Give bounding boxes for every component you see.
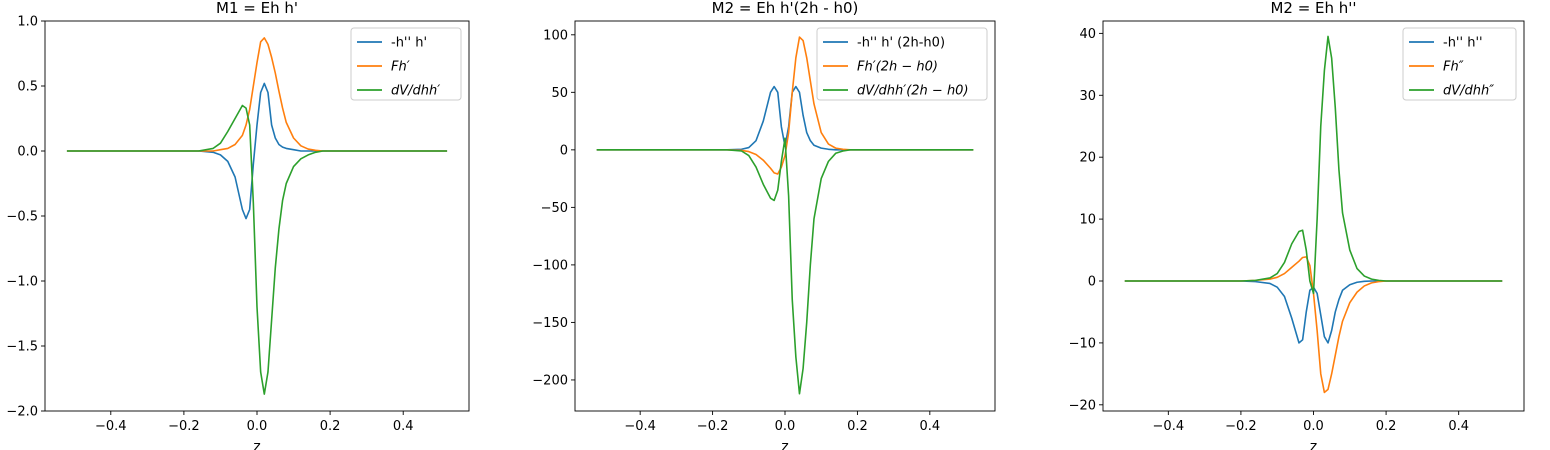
series-line-1 [1124, 280, 1503, 344]
subplot-2: −0.4 −0.2 0.0 0.2 0.4 100 50 0 −50 −100 −150 −200 M2… [532, 0, 996, 450]
x-tick-label: −0.4 [95, 419, 127, 434]
x-tick-label: −0.4 [1153, 419, 1185, 434]
x-tick-label: 0.0 [775, 419, 796, 434]
y-tick-label: −150 [532, 316, 568, 331]
chart-title: M1 = Eh h' [216, 0, 298, 17]
y-tick-label: 1.0 [17, 15, 38, 30]
legend-label: -h'' h' [391, 36, 427, 51]
legend-label: -h'' h'' [1443, 36, 1483, 51]
legend-label: Fh′ [391, 60, 410, 75]
y-tick-label: 30 [1079, 89, 1096, 104]
y-tick-label: 0.5 [17, 80, 38, 95]
legend-box [816, 27, 988, 101]
x-tick-label: 0.4 [1448, 419, 1469, 434]
legend: -h'' h' (2h-h0) Fh′(2h − h0) dV/dhh′(2h − … [816, 27, 988, 101]
legend-box [350, 27, 462, 101]
x-tick-label: −0.2 [1225, 419, 1257, 434]
y-tick-label: 50 [551, 86, 568, 101]
y-tick-label: −1.0 [6, 275, 38, 290]
legend-label: dV/dhh′ [391, 84, 440, 99]
series-line-3 [66, 104, 448, 395]
series-line-3 [1124, 35, 1503, 295]
y-tick-label: −0.5 [6, 210, 38, 225]
x-tick-label: 0.0 [1303, 419, 1324, 434]
legend: -h'' h' Fh′ dV/dhh′ [350, 27, 462, 101]
x-tick-label: 0.0 [247, 419, 268, 434]
x-tick-label: −0.2 [168, 419, 200, 434]
legend: -h'' h'' Fh″ dV/dhh″ [1402, 27, 1517, 101]
y-tick-label: 0 [560, 143, 568, 158]
x-tick-label: −0.4 [624, 419, 656, 434]
chart-title: M2 = Eh h'(2h - h0) [712, 0, 859, 17]
x-tick-label: 0.2 [847, 419, 868, 434]
subplot-1: −0.4 −0.2 0.0 0.2 0.4 1.0 0.5 0.0 −0.5 −1.0 −1.5 −2… [6, 0, 470, 450]
y-tick-label: −50 [541, 201, 568, 216]
series-line-3 [596, 137, 974, 395]
y-tick-label: 40 [1079, 27, 1096, 42]
y-tick-label: −200 [532, 373, 568, 388]
subplots: −0.4 −0.2 0.0 0.2 0.4 1.0 0.5 0.0 −0.5 −1.0 −1.5 −2… [6, 0, 1525, 450]
legend-label: dV/dhh′(2h − h0) [857, 84, 969, 99]
y-tick-label: 0 [1088, 275, 1096, 290]
y-tick-label: −1.5 [6, 340, 38, 355]
x-axis-label: z [781, 439, 788, 450]
x-axis-label: z [1310, 439, 1317, 450]
legend-label: Fh′(2h − h0) [857, 60, 938, 75]
legend-box [1402, 27, 1517, 101]
y-tick-label: −20 [1069, 398, 1096, 413]
y-tick-label: 100 [543, 28, 568, 43]
x-tick-label: 0.2 [1376, 419, 1397, 434]
legend-label: -h'' h' (2h-h0) [857, 36, 945, 51]
y-tick-label: 20 [1079, 151, 1096, 166]
x-tick-label: 0.4 [393, 419, 414, 434]
legend-label: dV/dhh″ [1443, 84, 1494, 99]
legend-label: Fh″ [1443, 60, 1464, 75]
x-tick-label: −0.2 [697, 419, 729, 434]
y-tick-label: −2.0 [6, 405, 38, 420]
x-axis-label: z [253, 439, 260, 450]
y-tick-label: −100 [532, 258, 568, 273]
y-tick-label: 0.0 [17, 145, 38, 160]
x-tick-label: 0.2 [320, 419, 341, 434]
series-line-2 [1124, 256, 1503, 394]
y-tick-label: 10 [1079, 213, 1096, 228]
subplot-3: −0.4 −0.2 0.0 0.2 0.4 40 30 20 10 0 −10 −20 M2 = Eh … [1069, 0, 1525, 450]
y-tick-label: −10 [1069, 336, 1096, 351]
chart-title: M2 = Eh h'' [1270, 0, 1356, 17]
x-tick-label: 0.4 [919, 419, 940, 434]
